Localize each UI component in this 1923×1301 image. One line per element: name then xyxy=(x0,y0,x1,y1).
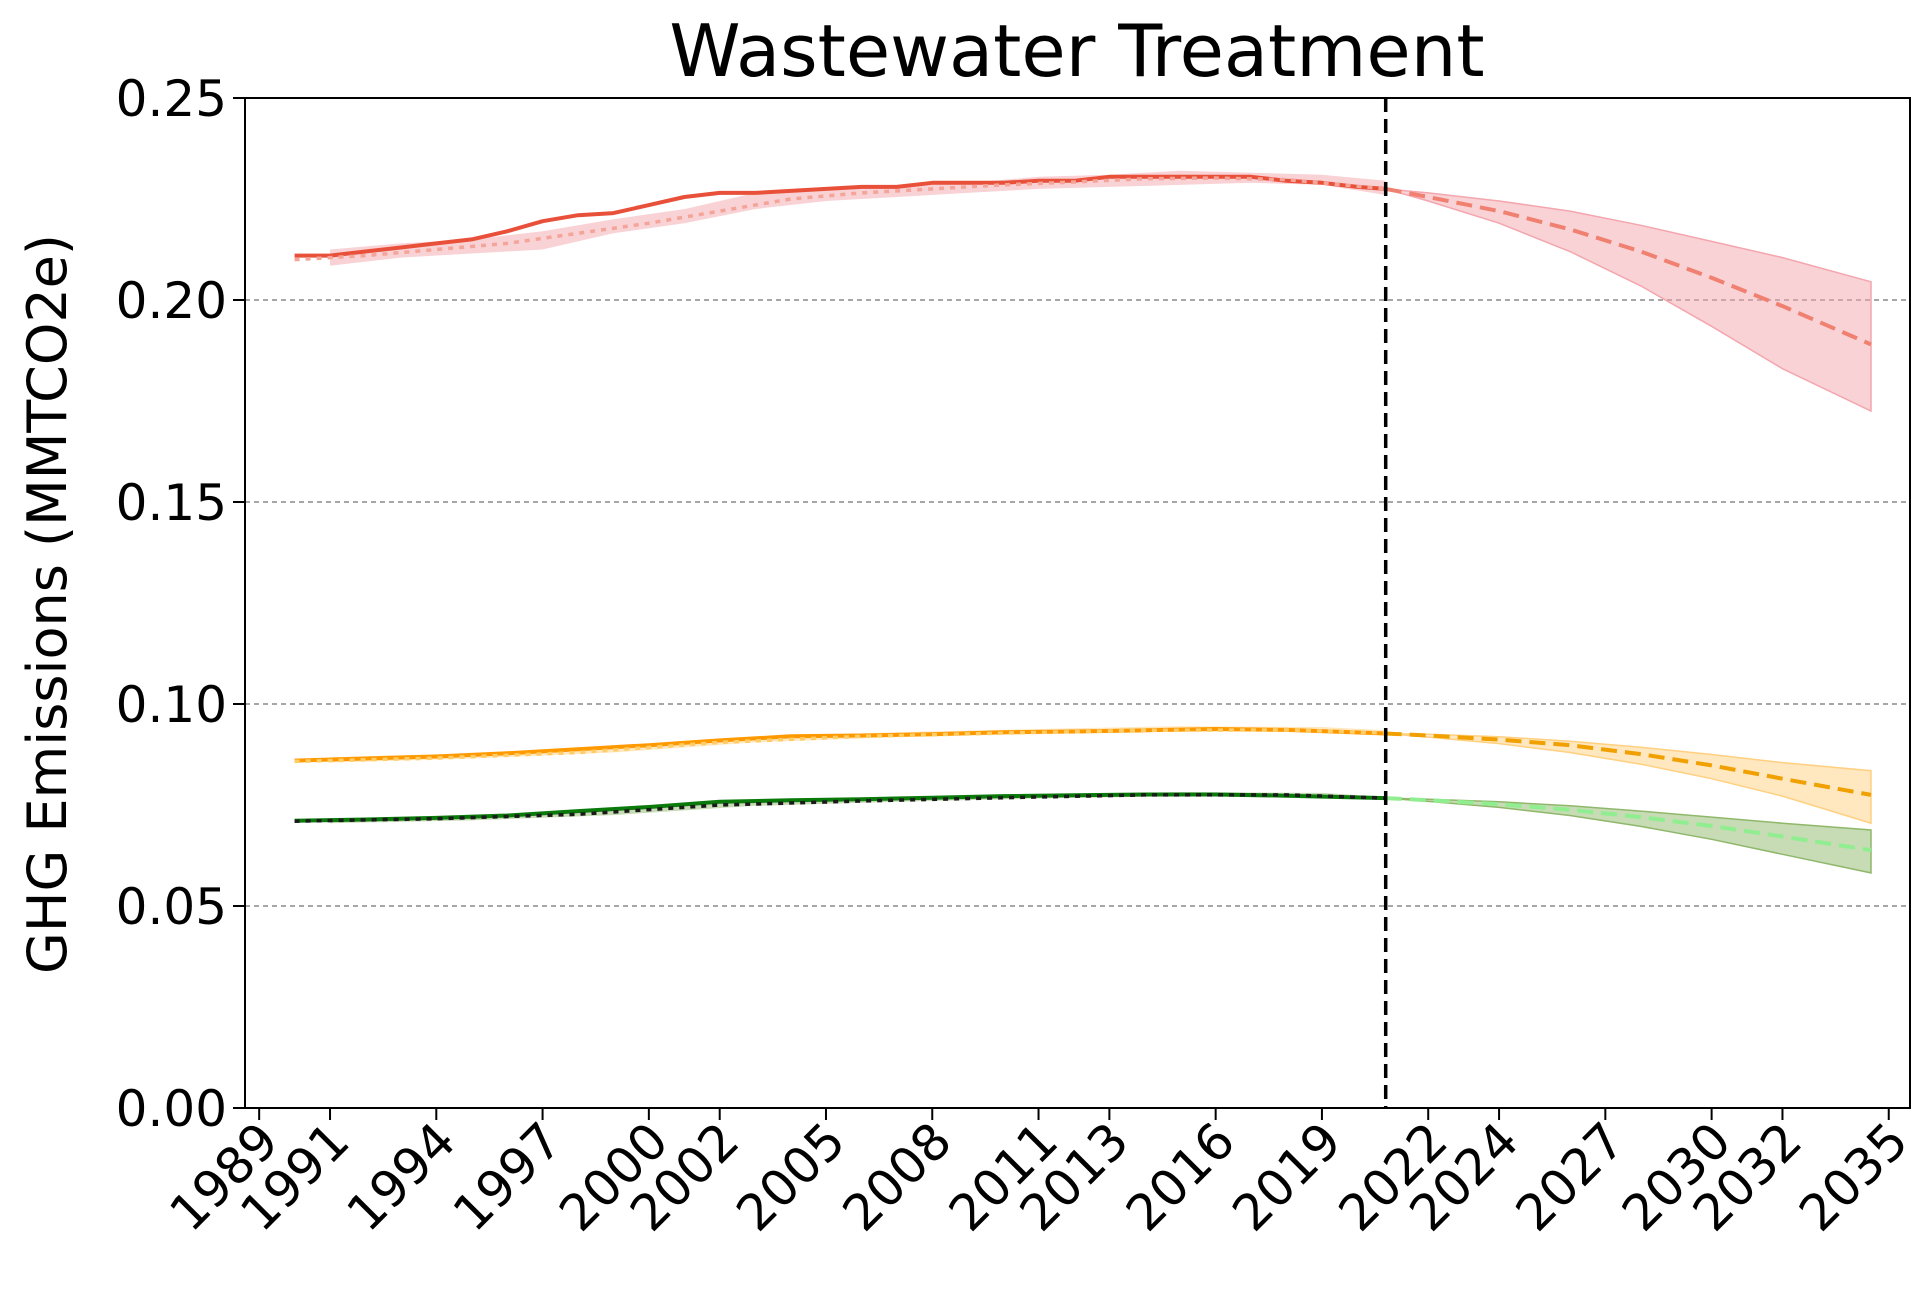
y-axis-title: GHG Emissions (MMTCO2e) xyxy=(16,234,79,974)
series-3-projection-line xyxy=(1385,796,1872,853)
gridlines xyxy=(245,299,1910,907)
series-1-historical-line xyxy=(294,174,1386,258)
series-2-projection-line xyxy=(1385,731,1872,797)
series-1-fitted-line xyxy=(294,176,1386,262)
y-tick-label: 0.05 xyxy=(116,878,227,936)
series-1-projection-line xyxy=(1385,186,1872,347)
y-tick-label: 0.15 xyxy=(116,474,227,532)
y-tick-label: 0.20 xyxy=(116,272,227,330)
y-tick-label: 0.10 xyxy=(116,676,227,734)
series-3-fitted-line xyxy=(294,793,1386,823)
series-3-historical-band xyxy=(330,792,1386,824)
y-axis-ticks: 0.00 0.05 0.10 0.15 0.20 0.25 xyxy=(116,70,245,1138)
plot-area-frame xyxy=(244,97,1911,1109)
y-tick-label: 0.00 xyxy=(116,1080,227,1138)
series-lines xyxy=(294,174,1872,853)
series-2-fitted-line xyxy=(294,728,1386,764)
series-1-projection-band xyxy=(1385,188,1872,413)
chart-title: Wastewater Treatment xyxy=(669,9,1484,93)
series-2-historical-line xyxy=(294,727,1386,763)
y-tick-label: 0.25 xyxy=(116,70,227,128)
